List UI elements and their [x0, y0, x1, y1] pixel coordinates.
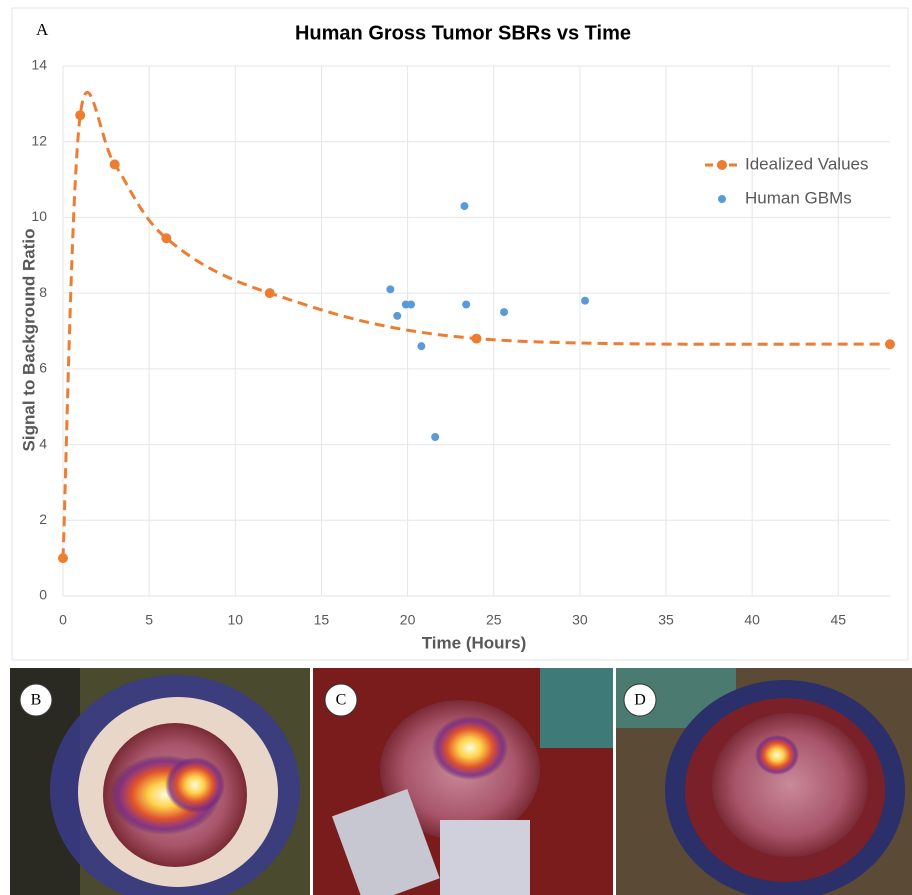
photo-c [313, 668, 613, 895]
photo-d [616, 668, 912, 895]
x-tick-label: 40 [744, 612, 760, 628]
x-tick-label: 10 [228, 612, 244, 628]
y-tick-label: 0 [39, 587, 47, 603]
line-marker [109, 159, 120, 170]
legend-marker [717, 160, 727, 170]
legend-label: Idealized Values [745, 154, 869, 173]
x-tick-label: 15 [314, 612, 330, 628]
photo-label-badge [19, 683, 53, 717]
line-marker [885, 339, 895, 350]
line-marker [75, 110, 86, 121]
scatter-point [462, 300, 471, 309]
legend-marker [718, 195, 726, 203]
y-axis-label: Signal to Background Ratio [19, 229, 38, 452]
chart-title: Human Gross Tumor SBRs vs Time [295, 22, 631, 44]
x-axis-label: Time (Hours) [422, 633, 527, 652]
x-tick-label: 5 [145, 612, 153, 628]
line [61, 91, 891, 559]
x-tick-label: 20 [400, 612, 416, 628]
line-marker [58, 553, 68, 564]
photo-label: B [31, 692, 42, 709]
x-tick-label: 25 [486, 612, 502, 628]
photo-label-badge [623, 683, 657, 717]
scatter-point [407, 300, 416, 309]
photo-label: C [336, 692, 347, 709]
y-tick-label: 8 [39, 284, 47, 300]
y-tick-label: 12 [31, 132, 47, 148]
scatter-point [460, 202, 469, 211]
photo-b [10, 668, 310, 895]
photo-label: D [634, 692, 646, 709]
x-tick-label: 30 [572, 612, 588, 628]
line-marker [264, 288, 275, 299]
y-tick-label: 10 [31, 208, 47, 224]
photo-label-badge [324, 683, 358, 717]
scatter-point [417, 342, 426, 351]
legend-label: Human GBMs [745, 188, 852, 207]
scatter-point [393, 311, 402, 320]
plot-area: 0 2 4 6 8 10 12 14 0 5 10 15 20 25 30 35 40 45 Idealized V… [31, 57, 895, 628]
scatter-point [500, 308, 509, 317]
x-tick-label: 35 [658, 612, 674, 628]
y-tick-label: 6 [39, 360, 47, 376]
line-marker [161, 233, 172, 244]
scatter-point [581, 296, 590, 305]
scatter-point [386, 285, 395, 294]
scatter-point [431, 433, 440, 441]
y-tick-label: 4 [39, 435, 47, 451]
y-tick-label: 14 [31, 57, 47, 73]
x-tick-label: 45 [831, 612, 847, 628]
panel-frame [11, 7, 909, 661]
panel-label: A [36, 20, 49, 39]
line-marker [471, 333, 482, 344]
x-tick-label: 0 [59, 612, 67, 628]
y-tick-label: 2 [39, 511, 47, 527]
